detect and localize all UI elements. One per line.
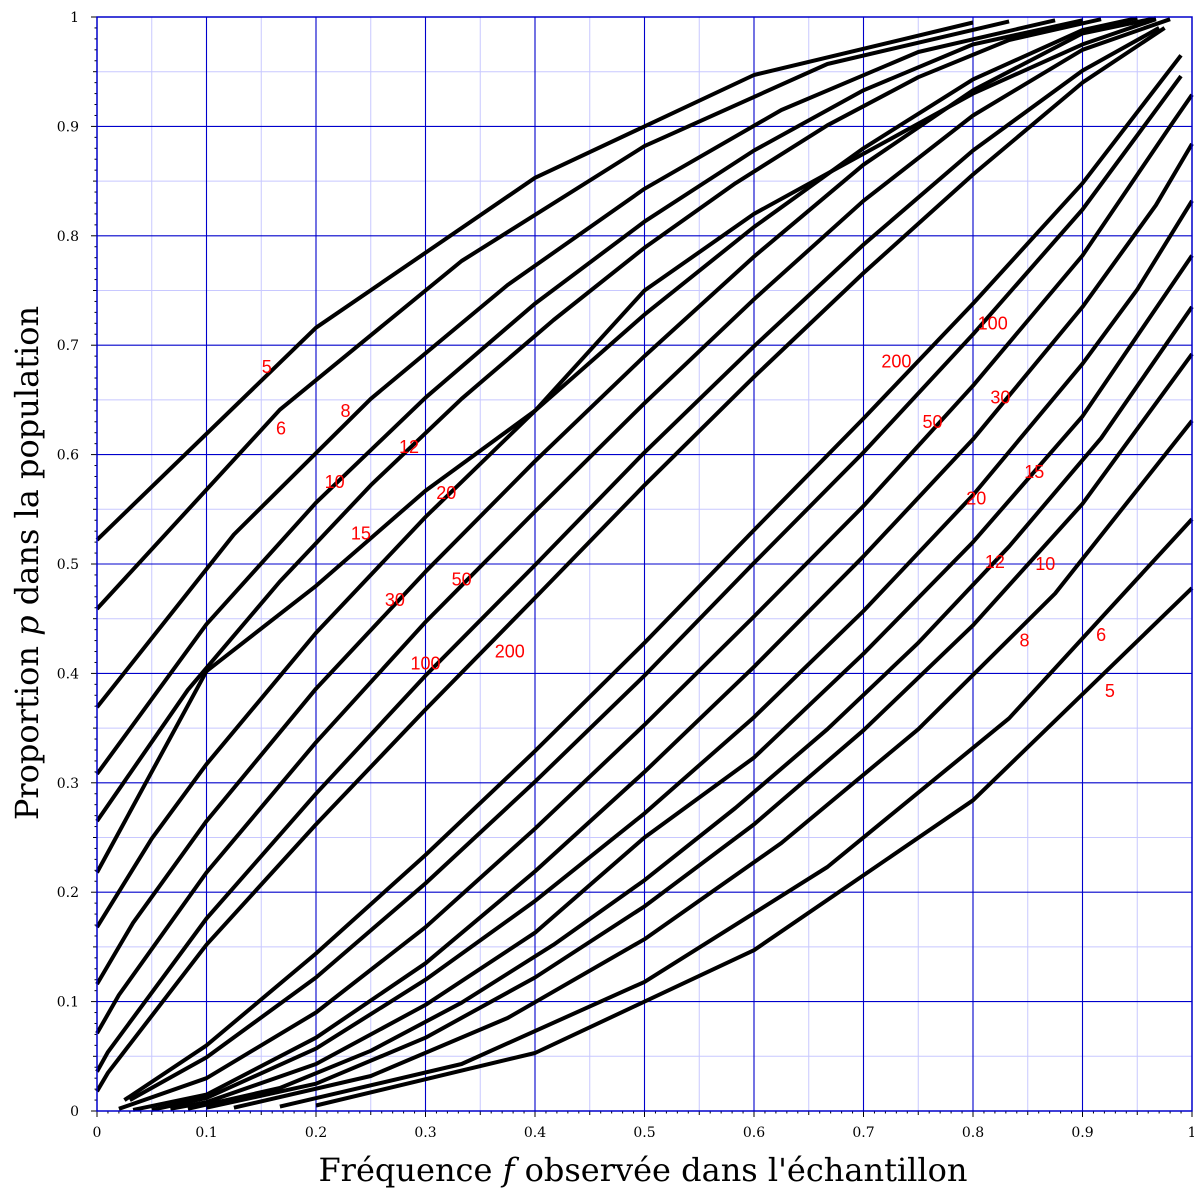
y-tick-label: 0.5 bbox=[57, 557, 79, 573]
curve-label-n8: 8 bbox=[1019, 631, 1029, 651]
curve-label-n10: 10 bbox=[325, 472, 345, 492]
y-tick-label: 0 bbox=[70, 1104, 79, 1120]
curve-n20-lower bbox=[151, 199, 1194, 1112]
curve-n8-upper bbox=[95, 18, 1056, 709]
curve-label-n15: 15 bbox=[351, 523, 371, 543]
x-tick-label: 1 bbox=[1188, 1125, 1194, 1141]
x-tick-label: 0.8 bbox=[962, 1125, 984, 1141]
x-tick-label: 0.9 bbox=[1071, 1125, 1093, 1141]
curve-n50-lower bbox=[118, 93, 1194, 1111]
x-tick-label: 0.1 bbox=[195, 1125, 217, 1141]
curve-label-n10: 10 bbox=[1035, 554, 1055, 574]
curve-label-n50: 50 bbox=[452, 569, 472, 589]
y-tick-label: 0.1 bbox=[57, 995, 79, 1011]
curve-label-n30: 30 bbox=[385, 590, 405, 610]
x-axis-title-part-2: observée dans l'échantillon bbox=[514, 1151, 967, 1189]
curve-n200-upper bbox=[95, 26, 1166, 1093]
curve-n200-lower bbox=[123, 54, 1183, 1102]
x-tick-label: 0 bbox=[93, 1125, 102, 1141]
x-axis-title-part-1: Fréquence bbox=[318, 1151, 502, 1189]
curve-n100-upper bbox=[95, 26, 1161, 1073]
curve-label-n100: 100 bbox=[410, 654, 440, 674]
curve-label-n200: 200 bbox=[881, 352, 911, 372]
confidence-curves bbox=[95, 16, 1194, 1112]
y-axis-title-variable: p bbox=[8, 615, 46, 635]
y-tick-label: 0.8 bbox=[57, 229, 79, 245]
curve-label-n15: 15 bbox=[1024, 462, 1044, 482]
y-tick-label: 0.9 bbox=[57, 119, 79, 135]
curve-n100-lower bbox=[128, 74, 1183, 1102]
curve-n20-upper bbox=[95, 16, 1138, 929]
y-tick-label: 0.4 bbox=[57, 666, 79, 682]
y-axis-title: Proportion p dans la population bbox=[8, 306, 46, 820]
curve-label-n100: 100 bbox=[978, 313, 1008, 333]
x-tick-label: 0.2 bbox=[305, 1125, 327, 1141]
curve-label-n20: 20 bbox=[436, 483, 456, 503]
curve-label-n20: 20 bbox=[966, 488, 986, 508]
y-tick-label: 0.2 bbox=[57, 885, 79, 901]
curve-n8-lower bbox=[233, 419, 1194, 1110]
x-tick-label: 0.7 bbox=[852, 1125, 874, 1141]
curve-n10-upper bbox=[95, 18, 1083, 776]
curve-n6-upper bbox=[95, 19, 1010, 611]
curve-n15-upper bbox=[95, 17, 1157, 874]
x-axis-title: Fréquence f observée dans l'échantillon bbox=[318, 1151, 967, 1189]
curve-n50-upper bbox=[95, 17, 1171, 1035]
curve-label-n6: 6 bbox=[1096, 625, 1106, 645]
curve-n12-lower bbox=[187, 305, 1194, 1111]
curve-n5-lower bbox=[315, 586, 1194, 1108]
y-tick-label: 0.7 bbox=[57, 338, 79, 354]
curve-n6-lower bbox=[279, 517, 1194, 1109]
curve-n12-upper bbox=[95, 17, 1102, 823]
curve-n15-lower bbox=[170, 254, 1194, 1111]
y-axis-title-part-1: Proportion bbox=[8, 636, 46, 820]
x-tick-label: 0.6 bbox=[743, 1125, 765, 1141]
y-tick-label: 0.6 bbox=[57, 448, 79, 464]
curve-n5-upper bbox=[95, 20, 974, 542]
y-tick-label: 1 bbox=[70, 10, 79, 26]
curve-label-n5: 5 bbox=[262, 357, 272, 377]
curve-label-n8: 8 bbox=[341, 401, 351, 421]
curve-label-n30: 30 bbox=[990, 388, 1010, 408]
x-tick-label: 0.5 bbox=[633, 1125, 655, 1141]
y-tick-label: 0.3 bbox=[57, 776, 79, 792]
curve-labels: 5 6 8 10 12 15 20 30 50 100 200 100 200 30 50 15 20 12 10 8… bbox=[262, 313, 1115, 701]
curve-n30-lower bbox=[132, 142, 1194, 1112]
curve-label-n12: 12 bbox=[985, 552, 1005, 572]
tick-labels: 0 0.1 0.2 0.3 0.4 0.5 0.6 0.7 0.8 0.9 100.10.20.30… bbox=[57, 10, 1194, 1141]
x-tick-label: 0.3 bbox=[414, 1125, 436, 1141]
x-tick-label: 0.4 bbox=[524, 1125, 546, 1141]
curve-label-n6: 6 bbox=[276, 418, 286, 438]
curve-n30-upper bbox=[95, 16, 1157, 986]
plot-frame bbox=[96, 16, 1193, 1112]
curve-label-n12: 12 bbox=[399, 437, 419, 457]
y-axis-title-part-2: dans la population bbox=[8, 306, 46, 616]
curve-label-n5: 5 bbox=[1105, 681, 1115, 701]
curve-n10-lower bbox=[206, 352, 1194, 1110]
curve-label-n200: 200 bbox=[495, 642, 525, 662]
curve-label-n50: 50 bbox=[922, 412, 942, 432]
